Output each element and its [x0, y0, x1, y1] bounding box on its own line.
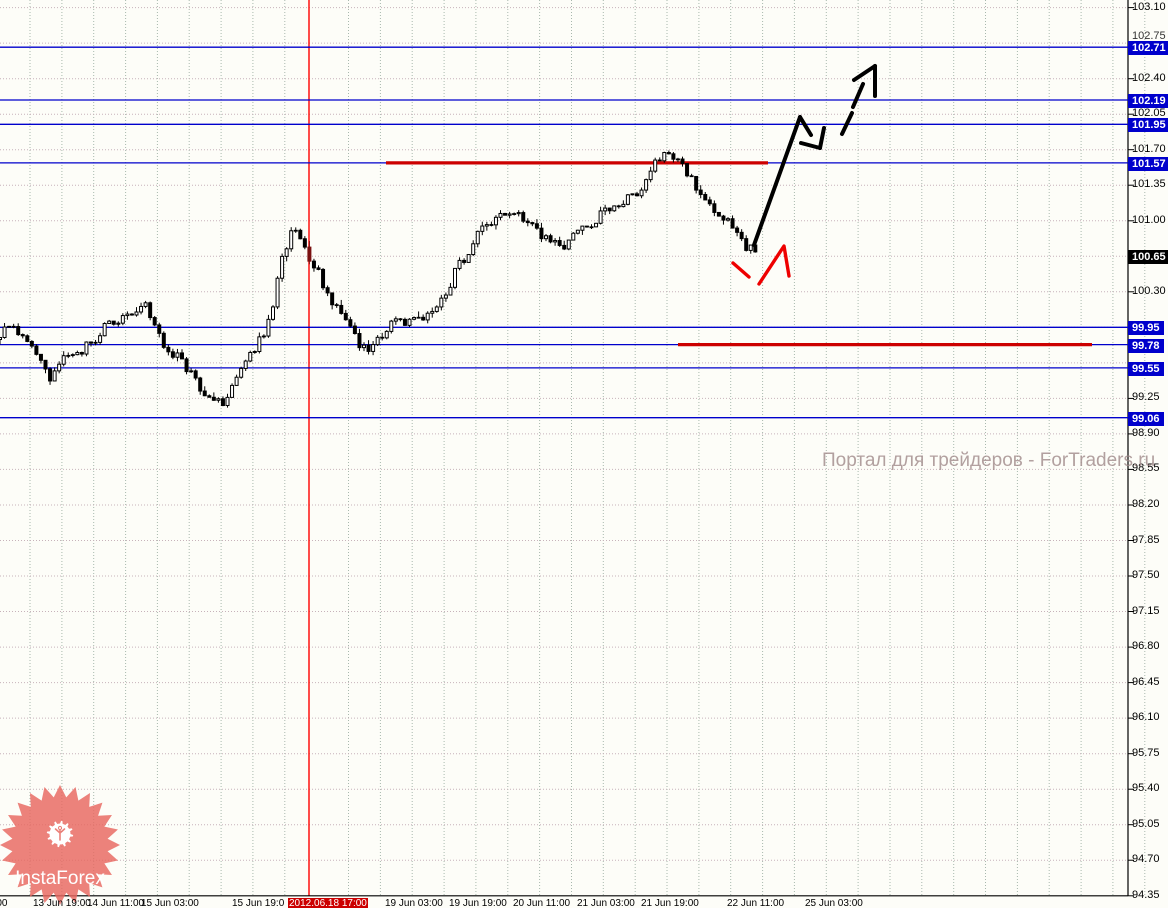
svg-text:InstaForex: InstaForex — [15, 868, 105, 889]
